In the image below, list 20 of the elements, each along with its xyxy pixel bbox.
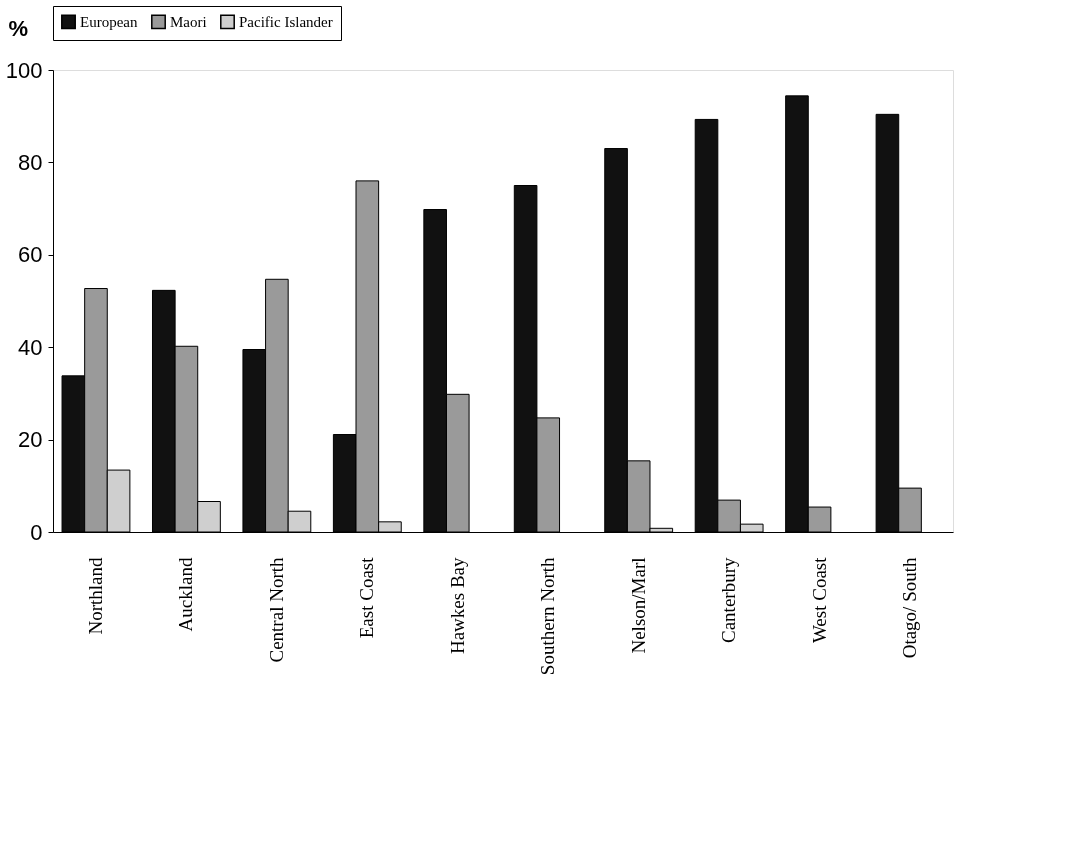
x-tick-label: East Coast	[356, 556, 378, 639]
y-tick-label: 40	[18, 334, 43, 360]
legend-label: Maori	[170, 13, 207, 30]
y-tick-label: 0	[30, 519, 43, 545]
y-tick-label: 100	[5, 57, 43, 83]
x-tick-label: Hawkes Bay	[446, 557, 468, 655]
x-tick-label: West Coast	[808, 556, 830, 644]
y-tick-label: 20	[18, 427, 43, 453]
x-tick-label: Otago/ South	[899, 557, 921, 659]
y-tick-label: 60	[18, 242, 43, 268]
x-tick-label: Central North	[265, 557, 287, 663]
x-tick-label: Nelson/Marl	[627, 557, 649, 654]
x-tick-label: Canterbury	[718, 557, 740, 643]
legend-label: Pacific Islander	[239, 13, 333, 30]
legend-label: European	[80, 13, 138, 30]
x-tick-label: Southern North	[537, 557, 559, 676]
x-tick-label: Auckland	[175, 557, 197, 632]
x-tick-label: Northland	[84, 557, 106, 635]
y-tick-label: 80	[18, 149, 43, 175]
y-axis-title: %	[8, 15, 29, 41]
